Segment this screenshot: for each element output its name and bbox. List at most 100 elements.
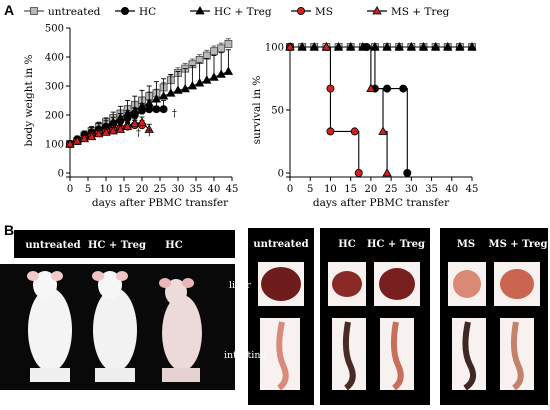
data-point-4 [144,124,154,133]
x-tick-label: 10 [324,184,337,195]
organ-photo-panel: untreated HC HC + Treg MS MS + Treg [248,228,548,405]
data-point-4 [101,127,111,136]
data-point-4 [137,117,147,126]
data-point-1 [152,105,161,114]
data-point-1 [383,84,392,93]
x-tick-label: 35 [190,184,203,195]
series-line-4 [290,46,388,173]
data-point-2 [158,91,169,100]
data-point-4 [86,131,97,141]
mouse-image-hc-treg [92,271,137,382]
survival-chart: survival in % days after PBMC transfer 0… [251,41,479,209]
data-point-0 [217,44,226,53]
data-point-2 [443,41,453,51]
mice-label-hc: HC [165,240,182,251]
x-tick-label: 40 [445,184,458,195]
data-point-2 [223,66,234,75]
legend-marker-4 [372,5,382,15]
y-tick-label: 100 [265,43,284,54]
data-point-4 [79,133,90,143]
mice-label-untreated: untreated [25,240,80,251]
organ-row-label-intestine: intestine [224,350,266,361]
legend-marker-3 [296,7,305,15]
x-tick-label: 20 [136,184,149,195]
data-point-2 [151,94,162,103]
data-point-2 [209,72,219,81]
x-tick-label: 45 [226,184,239,195]
data-point-4 [378,126,388,135]
legend-marker-1 [121,7,130,15]
legend-marker-2 [195,5,205,15]
y-tick-label: 0 [58,169,64,180]
body-weight-chart: body weight in % days after PBMC transfe… [23,24,238,210]
legend-label-4: MS + Treg [391,6,450,18]
data-point-2 [430,41,441,51]
mice-photo-panel: untreated HC + Treg HC [0,230,235,390]
x-tick-label: 30 [405,184,418,195]
data-point-1 [399,84,408,93]
data-point-2 [382,41,392,51]
x-tick-label: 0 [67,184,73,195]
data-point-4 [94,128,104,138]
x-tick-label: 40 [208,184,221,195]
x-tick-label: 5 [85,184,91,195]
mice-label-hc-treg: HC + Treg [88,240,146,251]
data-point-4 [72,136,82,145]
mice-header-bar [14,230,235,258]
annotation-dagger-0: † [136,128,141,139]
data-point-2 [455,41,465,51]
data-point-2 [467,41,477,51]
y-tick-label: 0 [278,169,284,180]
legend-label-3: MS [315,6,333,18]
annotation-dagger-2: † [172,108,177,119]
y-tick-label: 50 [271,106,284,117]
data-point-2 [194,78,205,87]
data-point-2 [166,88,176,97]
legend: untreated HC HC + Treg MS MS + Treg [24,5,450,18]
x-tick-label: 25 [154,184,167,195]
x-tick-label: 20 [365,184,378,195]
organ-label-untreated: untreated [253,239,308,250]
data-point-2 [216,69,226,78]
x-tick-label: 5 [307,184,313,195]
mouse-image-hc [159,278,202,382]
x-tick-label: 15 [118,184,131,195]
data-point-4 [115,124,126,133]
data-point-4 [285,41,295,51]
legend-marker-0 [30,7,38,15]
organ-label-ms-treg: MS + Treg [489,239,548,250]
data-point-3 [354,168,363,177]
x-tick-label: 45 [466,184,479,195]
data-point-2 [202,75,212,84]
y-tick-label: 500 [45,24,64,35]
series-line-1 [290,46,408,173]
data-point-1 [159,105,168,114]
data-point-4 [122,121,133,131]
data-point-2 [180,83,190,93]
y-tick-label: 400 [45,53,64,64]
organ-row-label-liver: liver [229,280,251,291]
data-point-2 [122,108,133,117]
legend-label-0: untreated [48,6,101,18]
legend-label-2: HC + Treg [214,6,272,18]
survival-y-axis-label: survival in % [251,76,263,145]
data-point-4 [321,41,332,51]
data-point-4 [108,125,118,135]
panel-label-b: B [4,222,14,238]
organ-label-ms: MS [457,239,475,250]
data-point-2 [406,41,417,51]
data-point-2 [130,105,140,115]
data-point-4 [130,118,140,128]
y-tick-label: 200 [45,111,64,122]
data-point-2 [358,41,368,51]
x-tick-label: 10 [100,184,113,195]
data-point-3 [326,84,335,93]
data-point-2 [418,41,429,51]
data-point-2 [173,85,183,94]
data-point-2 [370,41,380,51]
data-point-2 [187,80,198,90]
data-point-1 [403,168,412,177]
legend-label-1: HC [139,6,156,18]
y-tick-label: 100 [45,140,64,151]
